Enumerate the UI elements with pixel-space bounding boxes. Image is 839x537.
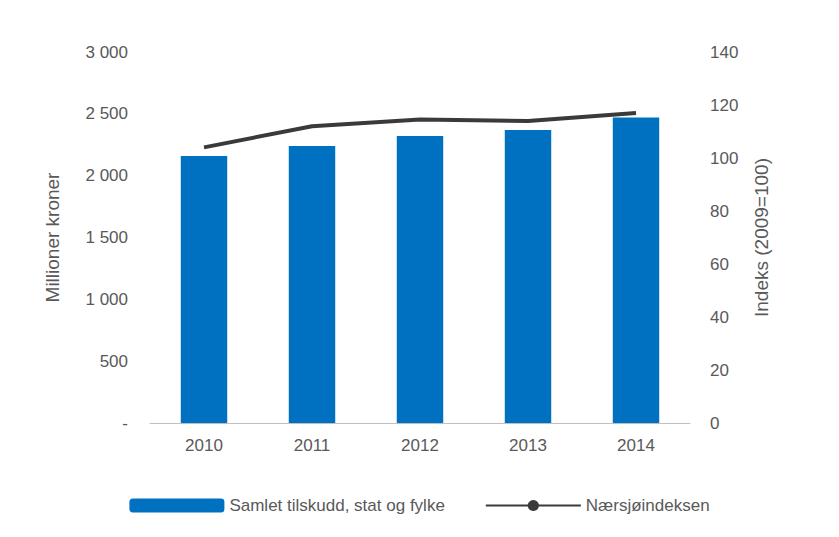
svg-text:2014: 2014 — [617, 436, 655, 455]
svg-text:-: - — [122, 414, 128, 433]
svg-text:500: 500 — [100, 352, 128, 371]
svg-text:20: 20 — [710, 361, 729, 380]
svg-text:2 500: 2 500 — [85, 104, 128, 123]
svg-text:2013: 2013 — [509, 436, 547, 455]
svg-text:1 500: 1 500 — [85, 228, 128, 247]
svg-text:40: 40 — [710, 308, 729, 327]
svg-text:100: 100 — [710, 149, 738, 168]
svg-text:Indeks (2009=100): Indeks (2009=100) — [751, 158, 772, 317]
svg-text:Millioner kroner: Millioner kroner — [42, 172, 63, 303]
svg-text:120: 120 — [710, 96, 738, 115]
svg-text:2 000: 2 000 — [85, 166, 128, 185]
svg-text:60: 60 — [710, 255, 729, 274]
svg-text:3 000: 3 000 — [85, 43, 128, 62]
svg-text:Nærsjøindeksen: Nærsjøindeksen — [586, 496, 710, 515]
svg-text:140: 140 — [710, 43, 738, 62]
svg-text:1 000: 1 000 — [85, 290, 128, 309]
svg-text:2011: 2011 — [294, 436, 331, 455]
svg-text:2012: 2012 — [401, 436, 439, 455]
svg-text:Samlet tilskudd, stat og fylke: Samlet tilskudd, stat og fylke — [229, 496, 444, 515]
svg-text:0: 0 — [710, 414, 719, 433]
svg-text:2010: 2010 — [185, 436, 223, 455]
svg-text:80: 80 — [710, 202, 729, 221]
